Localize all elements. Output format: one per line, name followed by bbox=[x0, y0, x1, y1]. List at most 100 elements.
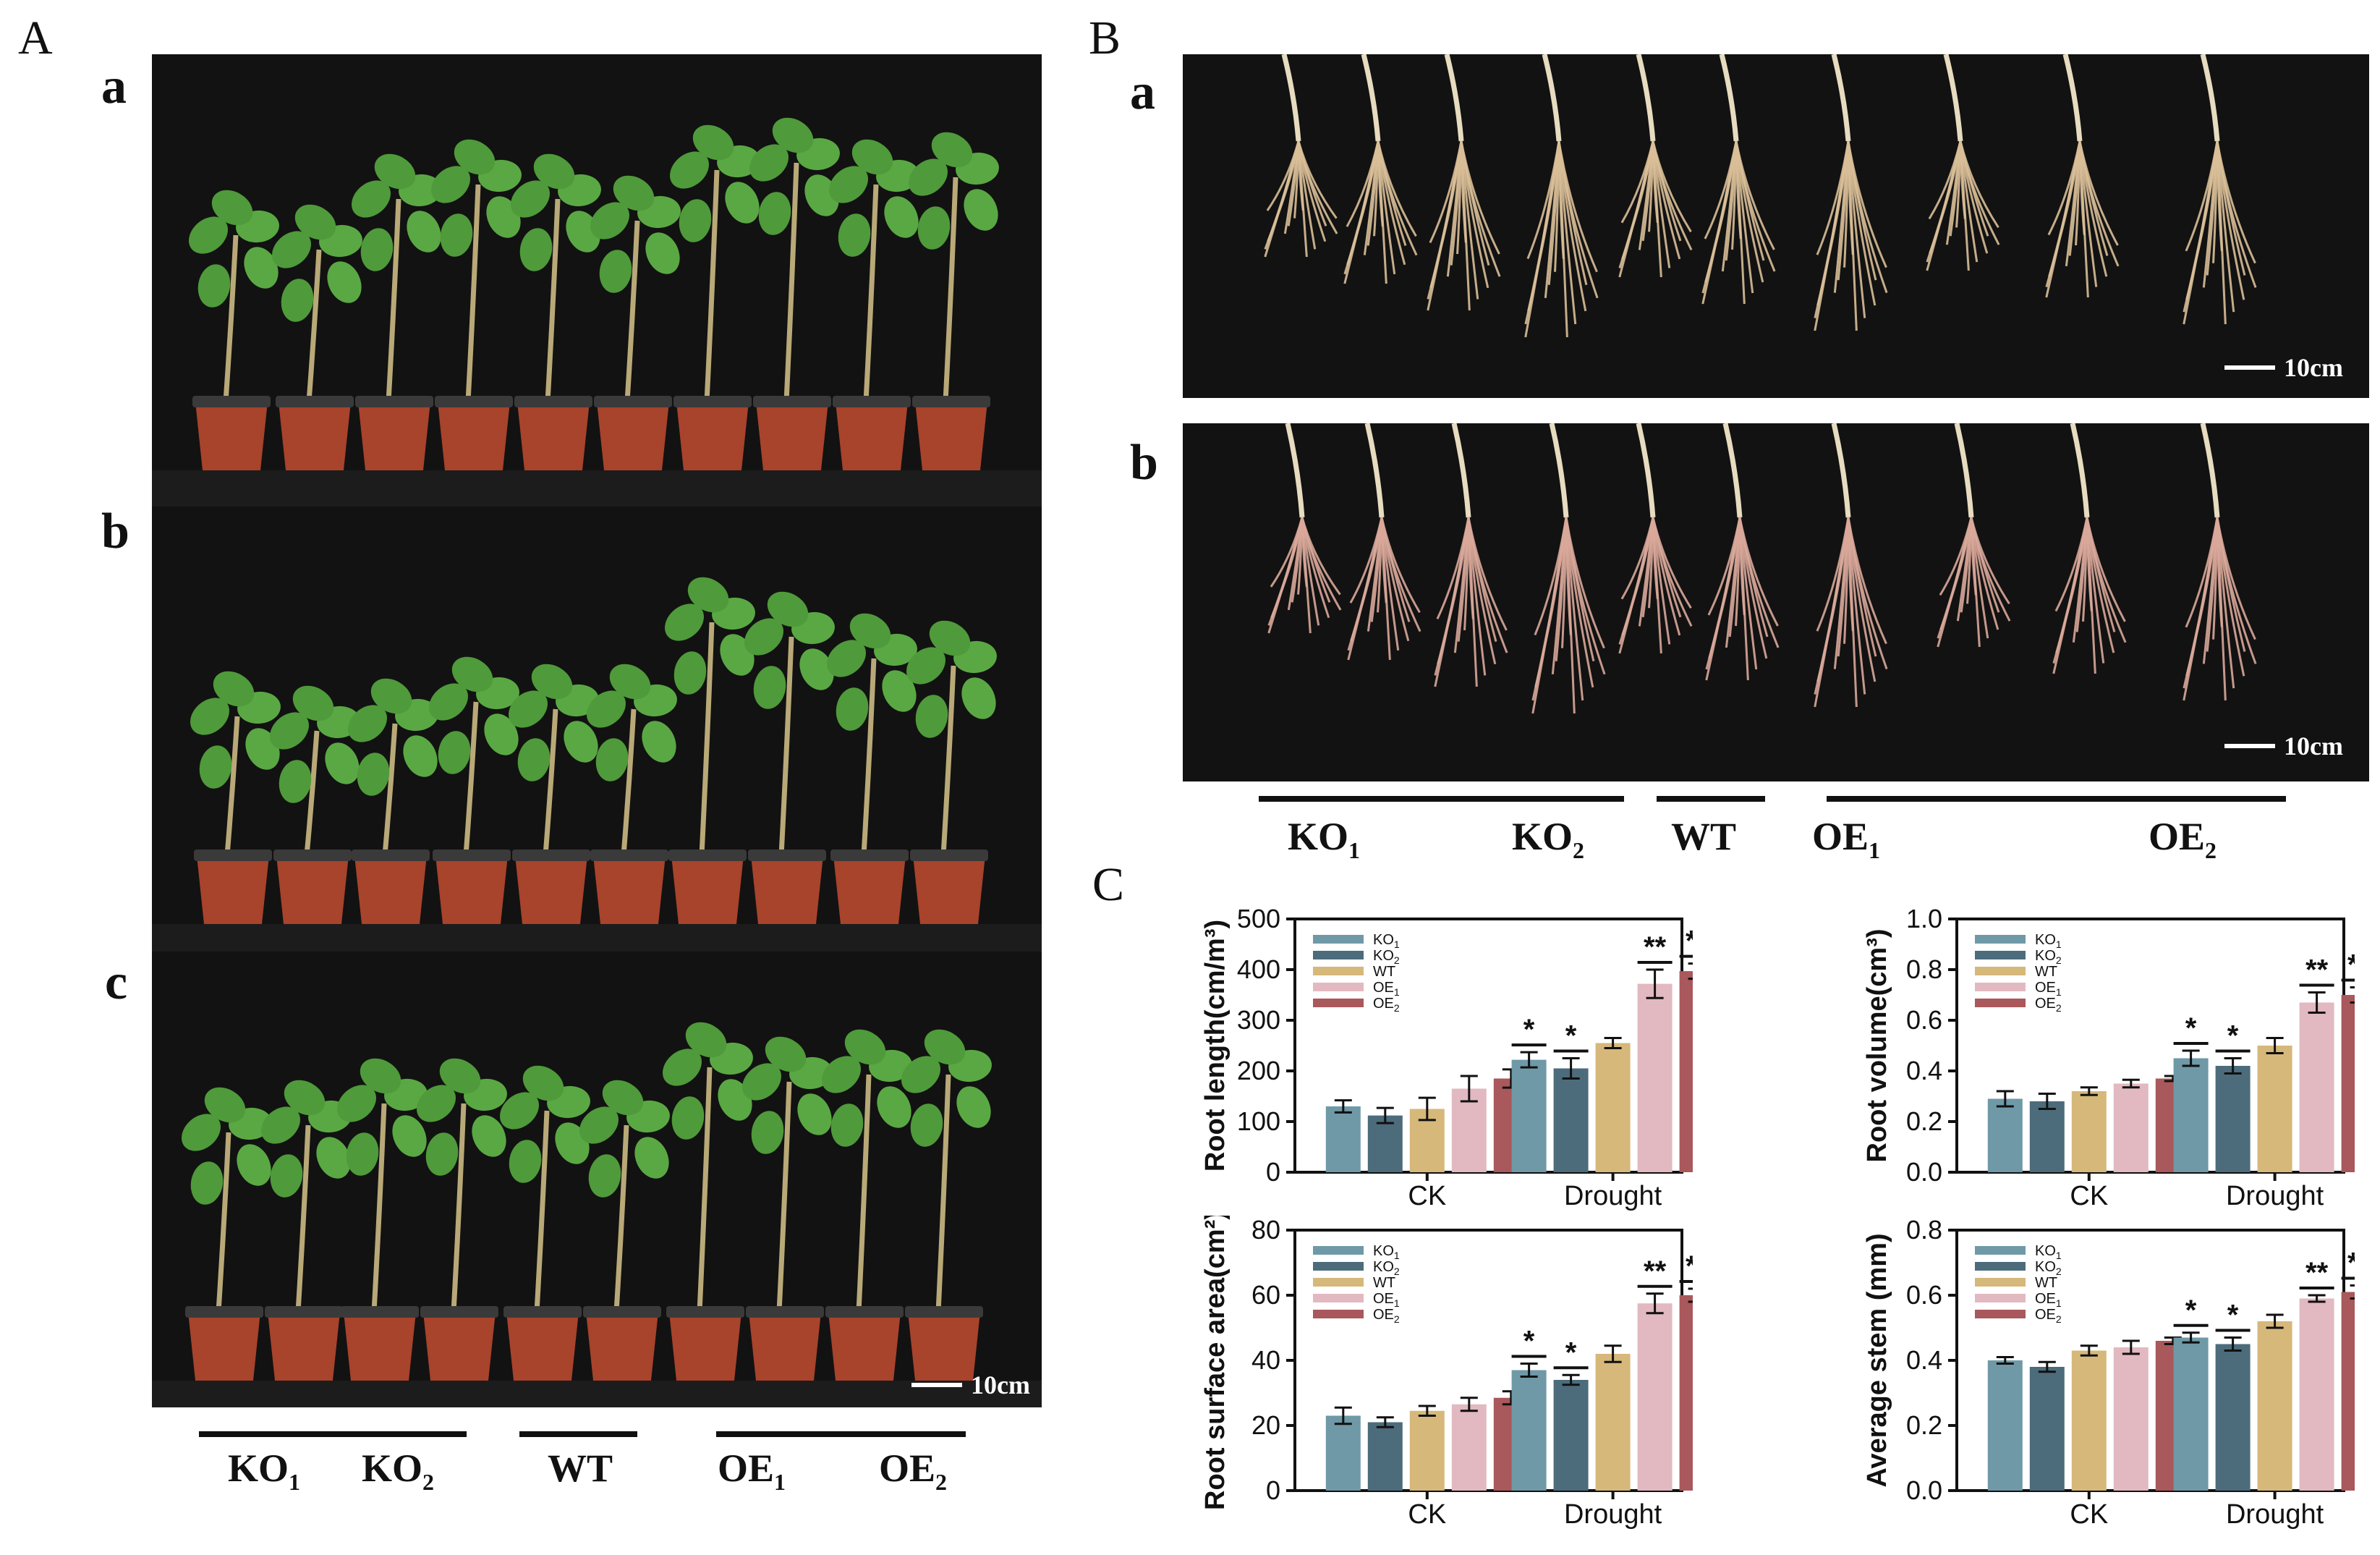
root-sample bbox=[1427, 54, 1501, 311]
root-strand bbox=[1847, 140, 1887, 268]
plant-leaf bbox=[744, 618, 783, 656]
plant bbox=[337, 1058, 428, 1381]
plant-pot bbox=[344, 1312, 416, 1381]
y-axis-label: Root length(cm/m³) bbox=[1200, 920, 1231, 1171]
bar bbox=[1451, 1404, 1487, 1491]
plant-stem bbox=[465, 184, 481, 402]
bar bbox=[2113, 1083, 2149, 1172]
y-tick-label: 40 bbox=[1251, 1345, 1280, 1375]
root-photo-b: 10cm bbox=[1183, 423, 2369, 781]
plant-leaf bbox=[836, 687, 869, 731]
legend-label: WT bbox=[2035, 964, 2057, 980]
plant-leaf bbox=[425, 1132, 459, 1176]
plant-leaf bbox=[204, 1087, 246, 1123]
plant-stem bbox=[776, 1081, 792, 1313]
group-subscript: 2 bbox=[2205, 836, 2217, 863]
pot-rim bbox=[194, 849, 272, 861]
plant-leaf bbox=[663, 1048, 702, 1086]
bar bbox=[2173, 1058, 2209, 1172]
group-subscript: 2 bbox=[1573, 836, 1585, 863]
panel-A-a-label: a bbox=[101, 59, 127, 114]
bar bbox=[1367, 1115, 1403, 1172]
plant-leaf bbox=[392, 1115, 427, 1157]
panel-B-a-label: a bbox=[1130, 64, 1155, 120]
pot-rim bbox=[910, 849, 988, 861]
plant-leaf bbox=[679, 199, 712, 242]
plant-stem bbox=[856, 1074, 872, 1313]
root-photo-a: 10cm bbox=[1183, 54, 2369, 398]
plant bbox=[909, 132, 999, 470]
legend-swatch bbox=[1313, 1262, 1364, 1271]
plant-pot bbox=[279, 402, 351, 470]
root-stem bbox=[1636, 423, 1656, 518]
plant bbox=[429, 656, 519, 924]
plant-leaf bbox=[270, 1154, 303, 1198]
plant-leaf bbox=[884, 196, 919, 238]
chart-root-surface-area: 0 20 40 60 80 Root surface area(cm²) CK Drought… bbox=[1200, 1216, 1693, 1530]
root-stem bbox=[1451, 423, 1471, 518]
plant-leaf bbox=[294, 204, 336, 240]
legend-subscript: 2 bbox=[2056, 1002, 2062, 1014]
root-stem bbox=[1361, 54, 1381, 142]
pot-rim bbox=[746, 1306, 824, 1318]
plant-stem bbox=[783, 162, 799, 402]
root-sample bbox=[1264, 54, 1338, 258]
plant-leaf bbox=[352, 180, 391, 218]
plant-leaf bbox=[830, 1103, 864, 1147]
root-stem bbox=[1722, 423, 1743, 518]
plant-leaf bbox=[237, 1144, 271, 1186]
plant-stem bbox=[451, 1103, 467, 1313]
plant-leaf bbox=[961, 677, 996, 719]
legend-swatch bbox=[1975, 1278, 2026, 1287]
legend-swatch bbox=[1975, 1246, 2026, 1255]
plant-leaf bbox=[901, 1056, 940, 1093]
plant-pot bbox=[515, 855, 587, 924]
legend-subscript: 1 bbox=[1394, 1250, 1400, 1261]
legend-subscript: 2 bbox=[1394, 1313, 1400, 1325]
group-line-B-KO bbox=[1259, 796, 1624, 802]
legend-swatch bbox=[1975, 951, 2026, 959]
plant bbox=[431, 139, 522, 470]
legend-swatch bbox=[1313, 1294, 1364, 1302]
root-sample bbox=[1937, 423, 2011, 648]
pot-rim bbox=[583, 1306, 661, 1318]
significance-mark: * bbox=[1523, 1014, 1535, 1046]
plant bbox=[744, 591, 835, 924]
x-tick-label: Drought bbox=[2226, 1181, 2324, 1211]
legend-swatch bbox=[1975, 983, 2026, 991]
plant-leaf bbox=[472, 1115, 506, 1157]
plant-stem bbox=[861, 658, 877, 856]
y-tick-label: 400 bbox=[1237, 954, 1280, 984]
legend-subscript: 1 bbox=[2056, 1250, 2062, 1261]
plant-leaf bbox=[602, 1080, 644, 1116]
legend-swatch bbox=[1975, 1294, 2026, 1302]
bar bbox=[2029, 1101, 2065, 1172]
root-sample bbox=[1814, 54, 1888, 331]
plant-leaf bbox=[685, 1022, 727, 1058]
panel-C-label: C bbox=[1092, 858, 1125, 911]
plant bbox=[749, 117, 840, 470]
y-tick-label: 0.2 bbox=[1906, 1106, 1942, 1136]
plant-leaf bbox=[417, 1085, 456, 1122]
y-tick-label: 0.6 bbox=[1906, 1005, 1942, 1035]
plant bbox=[827, 613, 917, 924]
plant-leaf bbox=[590, 202, 629, 240]
plant-leaf bbox=[579, 1106, 619, 1144]
root-sample bbox=[1347, 423, 1421, 661]
plant-stem bbox=[940, 665, 956, 856]
legend-label: OE2 bbox=[2035, 996, 2062, 1014]
plant-stem bbox=[306, 249, 322, 402]
plant-pot bbox=[423, 1312, 496, 1381]
plant-pot bbox=[593, 855, 666, 924]
plant-leaf bbox=[634, 1137, 669, 1179]
root-strand bbox=[1959, 140, 1999, 229]
plant-leaf bbox=[931, 132, 973, 168]
pot-rim bbox=[341, 1306, 419, 1318]
plant-stem bbox=[371, 1103, 387, 1313]
plant-leaf bbox=[564, 721, 598, 763]
panel-A-label: A bbox=[18, 12, 53, 64]
plant bbox=[663, 1022, 753, 1381]
scale-bar-Bb: 10cm bbox=[2224, 731, 2343, 761]
plant-leaf bbox=[511, 180, 550, 218]
y-tick-label: 100 bbox=[1237, 1106, 1280, 1136]
